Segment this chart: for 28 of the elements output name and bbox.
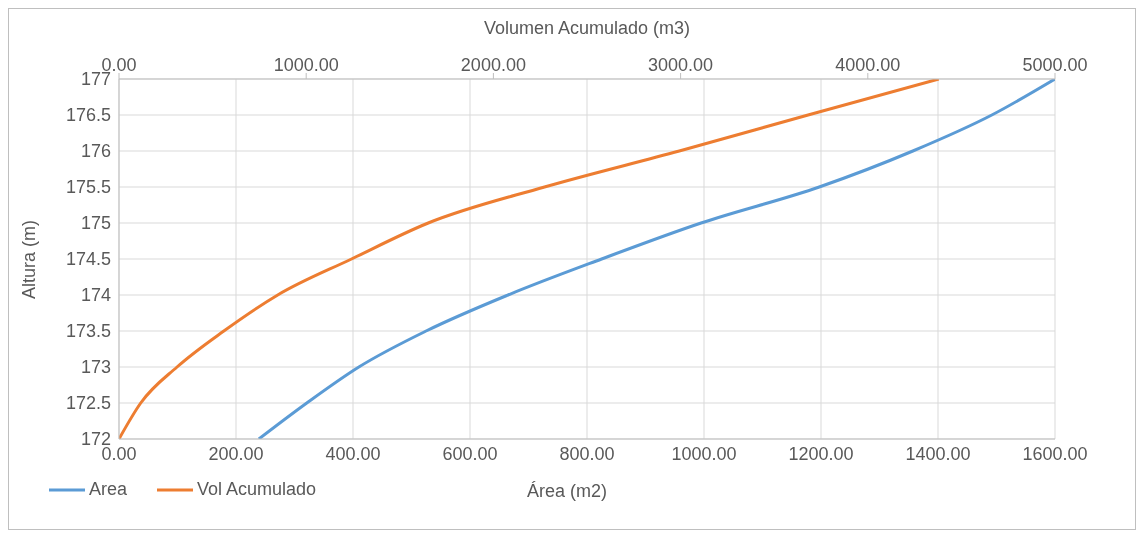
x-tick-label: 1600.00 bbox=[1022, 443, 1088, 464]
x-tick-label: 1000.00 bbox=[671, 443, 737, 464]
x-tick-label: 800.00 bbox=[559, 443, 615, 464]
x-tick-label: 600.00 bbox=[442, 443, 498, 464]
y-tick-label: 176.5 bbox=[65, 105, 111, 126]
y-tick-label: 174 bbox=[80, 285, 111, 306]
legend-label: Area bbox=[88, 479, 128, 500]
y-tick-label: 175.5 bbox=[65, 177, 111, 198]
x2-tick-label: 4000.00 bbox=[835, 55, 901, 75]
y-tick-label: 172.5 bbox=[65, 393, 111, 414]
line-series bbox=[257, 79, 1055, 439]
x2-tick-label: 3000.00 bbox=[648, 55, 714, 75]
y-axis-title: Altura (m) bbox=[19, 219, 40, 299]
x2-tick-label: 2000.00 bbox=[460, 55, 526, 75]
x-tick-label: 1400.00 bbox=[905, 443, 971, 464]
x-tick-label: 200.00 bbox=[208, 443, 264, 464]
y-tick-label: 175 bbox=[80, 213, 111, 234]
y-tick-label: 173 bbox=[80, 357, 111, 378]
x-tick-label: 1200.00 bbox=[788, 443, 854, 464]
x2-axis-title: Volumen Acumulado (m3) bbox=[483, 17, 691, 38]
legend-label: Vol Acumulado bbox=[196, 479, 317, 500]
y-tick-label: 176 bbox=[80, 141, 111, 162]
x-tick-label: 400.00 bbox=[325, 443, 381, 464]
y-tick-label: 173.5 bbox=[65, 321, 111, 342]
x-axis-title: Área (m2) bbox=[526, 481, 608, 501]
x2-tick-label: 1000.00 bbox=[273, 55, 339, 75]
y-tick-label: 174.5 bbox=[65, 249, 111, 270]
x2-tick-label: 5000.00 bbox=[1022, 55, 1088, 75]
